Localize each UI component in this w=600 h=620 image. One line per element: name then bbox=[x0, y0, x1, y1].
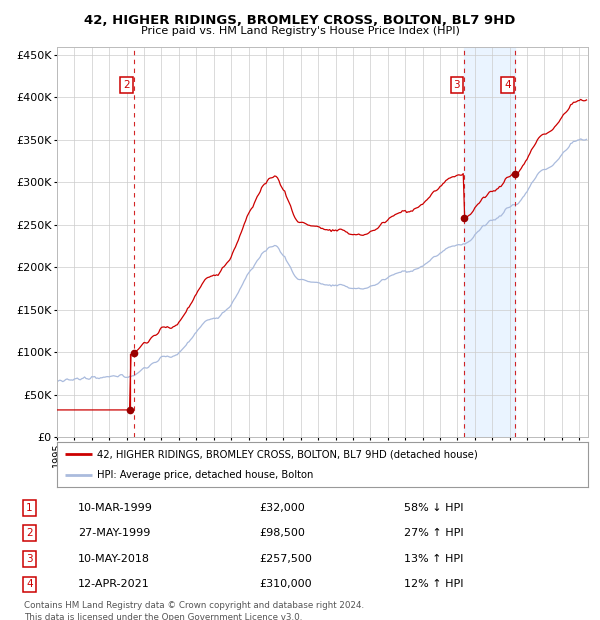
Text: £310,000: £310,000 bbox=[260, 580, 313, 590]
Text: 42, HIGHER RIDINGS, BROMLEY CROSS, BOLTON, BL7 9HD: 42, HIGHER RIDINGS, BROMLEY CROSS, BOLTO… bbox=[85, 14, 515, 27]
Text: 3: 3 bbox=[26, 554, 32, 564]
Text: 10-MAY-2018: 10-MAY-2018 bbox=[78, 554, 150, 564]
Text: This data is licensed under the Open Government Licence v3.0.: This data is licensed under the Open Gov… bbox=[24, 613, 302, 620]
Text: 27% ↑ HPI: 27% ↑ HPI bbox=[404, 528, 463, 538]
Text: 1: 1 bbox=[26, 503, 32, 513]
Text: £98,500: £98,500 bbox=[260, 528, 305, 538]
Text: £257,500: £257,500 bbox=[260, 554, 313, 564]
Text: Contains HM Land Registry data © Crown copyright and database right 2024.: Contains HM Land Registry data © Crown c… bbox=[24, 601, 364, 611]
Text: 4: 4 bbox=[26, 580, 32, 590]
Text: HPI: Average price, detached house, Bolton: HPI: Average price, detached house, Bolt… bbox=[97, 469, 313, 480]
Text: 27-MAY-1999: 27-MAY-1999 bbox=[78, 528, 151, 538]
Text: 4: 4 bbox=[504, 80, 511, 90]
Text: 2: 2 bbox=[26, 528, 32, 538]
Text: 13% ↑ HPI: 13% ↑ HPI bbox=[404, 554, 463, 564]
Text: £32,000: £32,000 bbox=[260, 503, 305, 513]
Text: 12% ↑ HPI: 12% ↑ HPI bbox=[404, 580, 463, 590]
Text: 12-APR-2021: 12-APR-2021 bbox=[78, 580, 150, 590]
Text: 3: 3 bbox=[454, 80, 460, 90]
Text: Price paid vs. HM Land Registry's House Price Index (HPI): Price paid vs. HM Land Registry's House … bbox=[140, 26, 460, 36]
Text: 42, HIGHER RIDINGS, BROMLEY CROSS, BOLTON, BL7 9HD (detached house): 42, HIGHER RIDINGS, BROMLEY CROSS, BOLTO… bbox=[97, 449, 478, 459]
Bar bbox=[464, 46, 515, 437]
Text: 10-MAR-1999: 10-MAR-1999 bbox=[78, 503, 153, 513]
Text: 2: 2 bbox=[124, 80, 130, 90]
Text: 58% ↓ HPI: 58% ↓ HPI bbox=[404, 503, 463, 513]
